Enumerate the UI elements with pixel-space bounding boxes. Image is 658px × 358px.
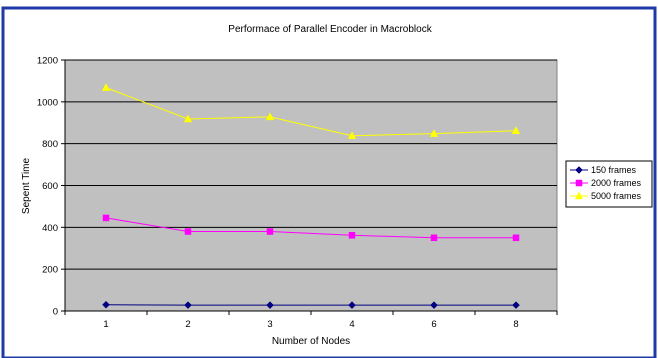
y-axis-label: Sepent Time [21,157,32,214]
legend-label: 150 frames [591,165,637,175]
data-point-series-3 [101,83,111,91]
x-tick-label: 4 [349,319,354,330]
data-point-series-3 [429,129,439,137]
data-point-series-2 [266,228,274,235]
legend: 150 frames 2000 frames 5000 frames [565,160,653,208]
data-point-series-1 [184,301,192,309]
legend-label: 2000 frames [591,178,642,188]
y-tick-label: 0 [53,307,58,318]
x-tick-label: 2 [185,319,190,330]
data-point-series-3 [347,131,357,139]
y-tick-label: 200 [42,265,58,276]
data-point-series-1 [430,301,438,309]
legend-marker-3 [574,191,584,200]
chart-title: Performace of Parallel Encoder in Macrob… [228,24,432,35]
y-tick-label: 600 [42,181,58,192]
x-tick-label: 8 [513,319,518,330]
data-point-series-3 [183,114,193,123]
data-point-series-3 [265,112,275,121]
data-point-series-1 [512,301,520,309]
data-point-series-2 [348,232,356,239]
y-tick-label: 1200 [37,56,58,67]
data-point-series-1 [102,300,110,309]
series-line-2 [105,217,516,239]
legend-label: 5000 frames [591,191,642,201]
y-tick-label: 800 [42,139,58,150]
x-tick-label: 6 [431,319,436,330]
data-point-series-3 [511,126,521,134]
x-tick-label: 1 [103,319,108,330]
data-point-series-1 [348,301,356,309]
data-point-series-2 [512,234,520,242]
x-axis-label: Number of Nodes [272,336,350,347]
legend-marker-1 [575,166,583,174]
data-point-series-2 [430,234,438,242]
legend-marker-2 [575,179,583,187]
series-line-3 [105,87,517,137]
plot-area: 0 200 400 600 800 1000 1200 1 2 3 4 6 8 [37,56,558,330]
y-tick-label: 1000 [37,97,58,108]
data-point-series-2 [102,214,110,222]
data-point-series-1 [266,301,274,309]
y-tick-label: 400 [42,223,58,234]
data-point-series-2 [184,228,192,235]
x-tick-label: 3 [267,319,272,330]
